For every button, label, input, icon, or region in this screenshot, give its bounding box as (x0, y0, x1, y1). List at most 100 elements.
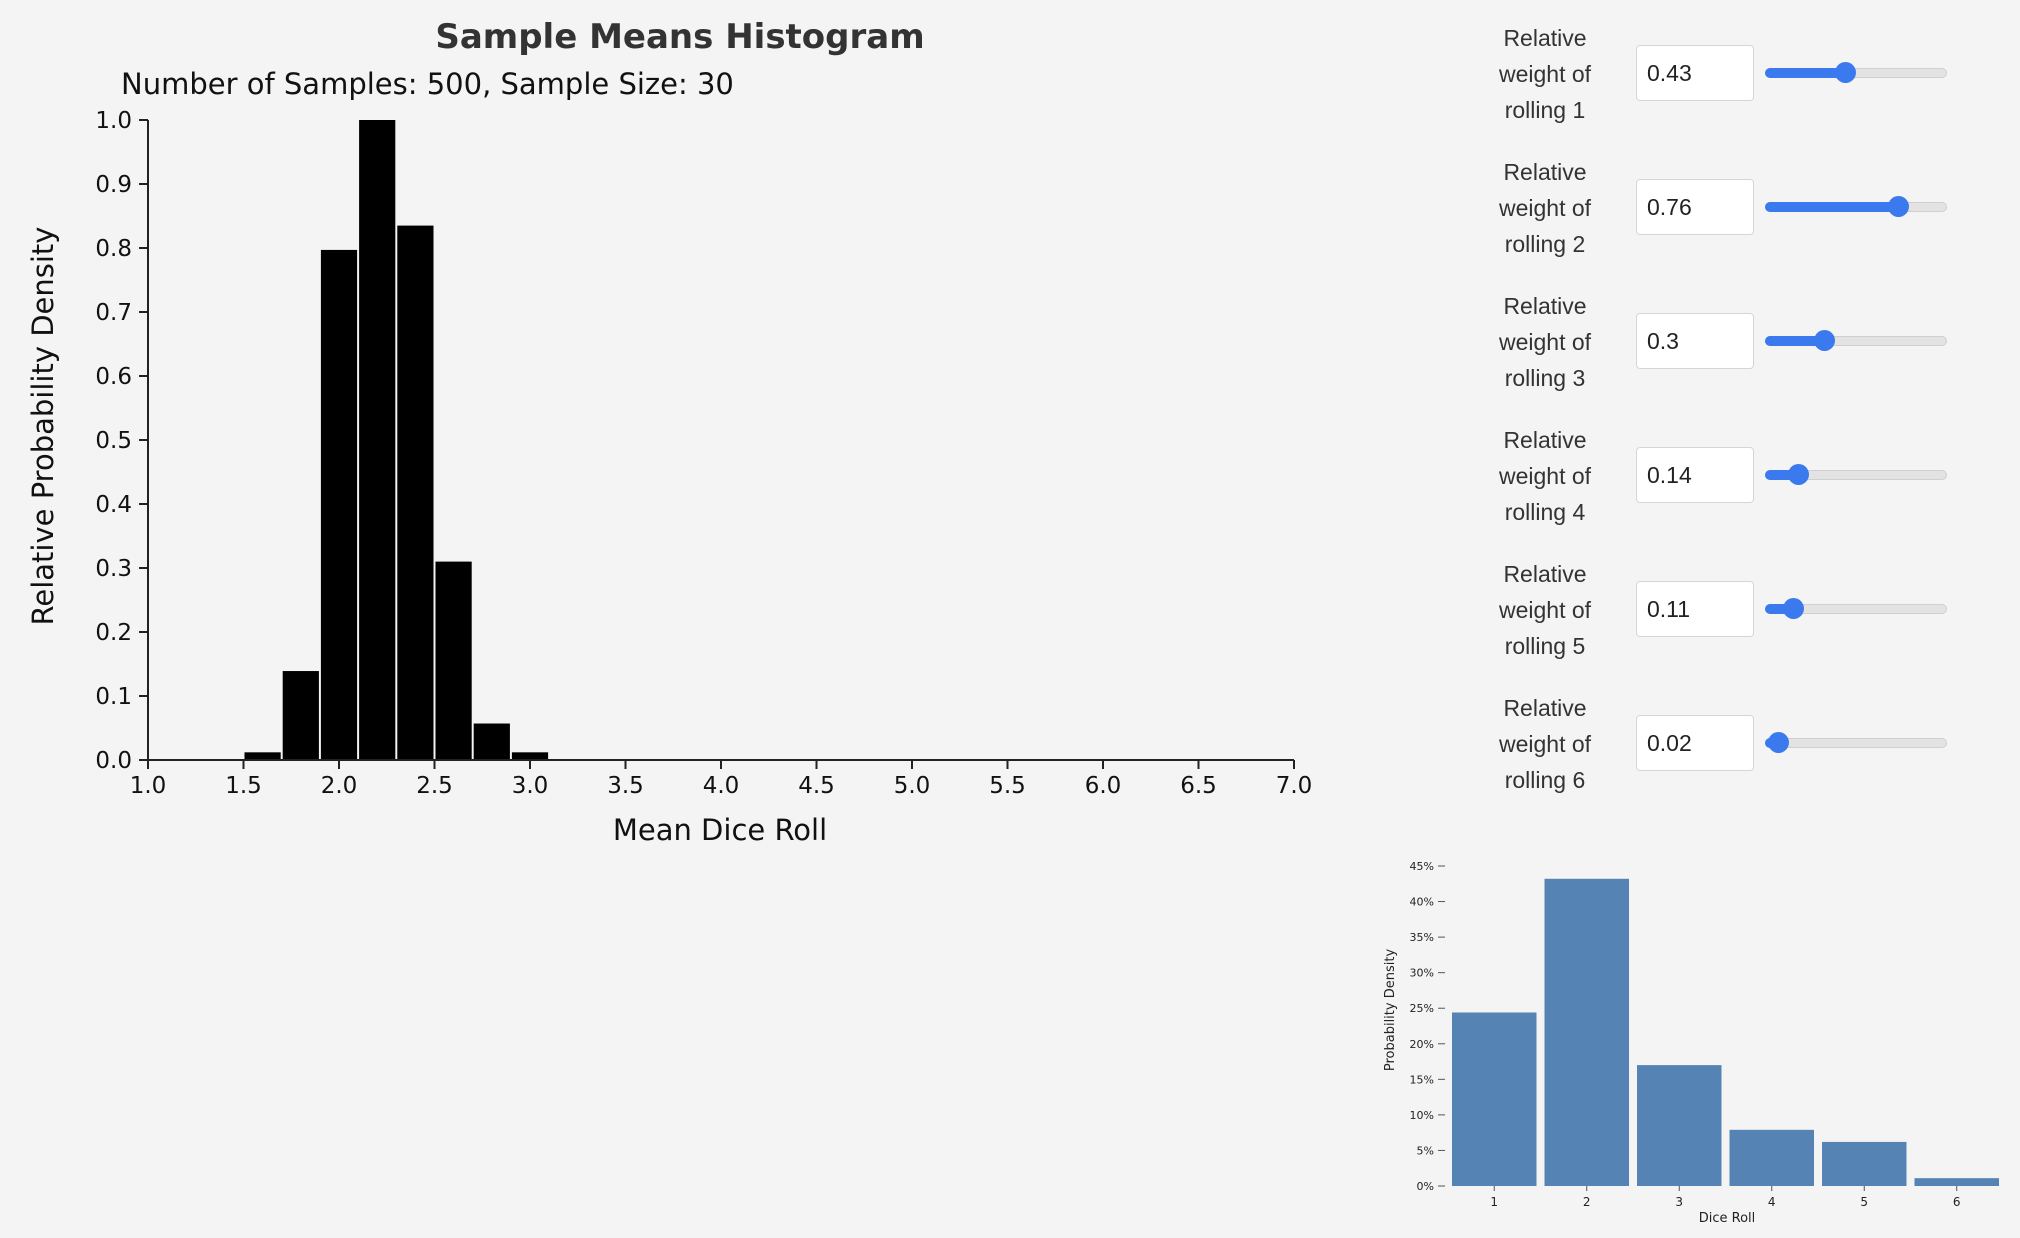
y-tick-label: 0.0 (95, 748, 132, 774)
y-tick-label: 0.5 (95, 428, 132, 454)
dice-distribution-chart: 1 2 3 4 5 6 0% 5% 10% 15% 20% 25% 30% 35% 40% 45% Dice … (1383, 860, 1999, 1226)
weight-slider-4[interactable] (1765, 464, 1947, 485)
weight-row-1: Relative weight of rolling 1 (1440, 18, 2000, 152)
slider-track (1765, 738, 1947, 748)
x-tick-label: 6 (1953, 1195, 1961, 1209)
x-tick-label: 5.0 (894, 773, 931, 799)
y-tick-label: 0.4 (95, 492, 132, 518)
slider-thumb[interactable] (1888, 196, 1910, 217)
weight-input-6[interactable] (1636, 715, 1754, 771)
weight-row-4: Relative weight of rolling 4 (1440, 420, 2000, 554)
weight-slider-2[interactable] (1765, 196, 1947, 217)
slider-thumb[interactable] (1834, 62, 1856, 83)
y-tick-label: 5% (1417, 1144, 1434, 1157)
weight-input-4[interactable] (1636, 447, 1754, 503)
weight-row-3: Relative weight of rolling 3 (1440, 286, 2000, 420)
weight-label-5: Relative weight of rolling 5 (1498, 561, 1592, 659)
distribution-bar (1914, 1178, 1999, 1186)
histogram-x-axis-label: Mean Dice Roll (613, 813, 827, 847)
x-tick-label: 2.5 (416, 773, 453, 799)
y-tick-label: 25% (1410, 1002, 1434, 1015)
slider-fill (1765, 68, 1845, 78)
histogram-bar (320, 249, 358, 761)
slider-thumb[interactable] (1782, 598, 1804, 619)
weight-label-3: Relative weight of rolling 3 (1498, 293, 1592, 391)
histogram-bar (435, 561, 472, 760)
y-tick-label: 0.1 (95, 684, 132, 710)
histogram-title: Sample Means Histogram (435, 17, 924, 57)
weight-slider-5[interactable] (1765, 598, 1947, 619)
weight-label-6: Relative weight of rolling 6 (1498, 695, 1592, 793)
x-tick-label: 5 (1860, 1195, 1868, 1209)
x-tick-label: 4.5 (798, 773, 835, 799)
weight-slider-6[interactable] (1765, 732, 1947, 753)
weight-label-4: Relative weight of rolling 4 (1498, 427, 1592, 525)
slider-fill (1765, 336, 1824, 346)
slider-fill (1765, 604, 1793, 614)
sample-means-histogram: Sample Means Histogram Number of Samples… (26, 17, 1312, 847)
distribution-bar (1452, 1012, 1537, 1186)
histogram-bar (282, 671, 319, 760)
weight-input-2[interactable] (1636, 179, 1754, 235)
y-tick-label: 0.7 (95, 300, 132, 326)
slider-thumb[interactable] (1768, 732, 1790, 753)
slider-fill (1765, 202, 1899, 212)
x-tick-label: 2 (1583, 1195, 1591, 1209)
y-tick-label: 45% (1410, 860, 1434, 873)
weight-controls: Relative weight of rolling 1 Relative we… (1440, 18, 2000, 822)
x-tick-label: 3.0 (512, 773, 549, 799)
distribution-bar (1729, 1129, 1814, 1186)
histogram-bar (359, 120, 396, 760)
histogram-bars (244, 120, 549, 761)
histogram-bar (473, 723, 510, 760)
distribution-bar (1822, 1141, 1907, 1186)
x-tick-label: 1.0 (130, 773, 167, 799)
y-tick-label: 0.3 (95, 556, 132, 582)
y-tick-label: 20% (1410, 1038, 1434, 1051)
histogram-y-axis-label: Relative Probability Density (26, 227, 60, 626)
distribution-axes: 1 2 3 4 5 6 0% 5% 10% 15% 20% 25% 30% 35% 40% 45% (1410, 860, 1961, 1209)
y-tick-label: 0.8 (95, 236, 132, 262)
y-tick-label: 0.9 (95, 172, 132, 198)
weight-row-6: Relative weight of rolling 6 (1440, 688, 2000, 822)
histogram-bar (397, 225, 434, 761)
histogram-subtitle: Number of Samples: 500, Sample Size: 30 (121, 67, 734, 101)
distribution-y-axis-label: Probability Density (1383, 949, 1398, 1072)
weight-input-1[interactable] (1636, 45, 1754, 101)
x-tick-label: 6.5 (1180, 773, 1217, 799)
x-tick-label: 1.5 (225, 773, 262, 799)
weight-row-2: Relative weight of rolling 2 (1440, 152, 2000, 286)
y-tick-label: 1.0 (95, 108, 132, 134)
distribution-x-axis-label: Dice Roll (1699, 1211, 1756, 1226)
x-tick-label: 2.0 (321, 773, 358, 799)
slider-fill (1765, 470, 1798, 480)
slider-thumb[interactable] (1787, 464, 1809, 485)
y-tick-label: 0.2 (95, 620, 132, 646)
x-tick-label: 3.5 (607, 773, 644, 799)
y-tick-label: 30% (1410, 967, 1434, 980)
weight-slider-3[interactable] (1765, 330, 1947, 351)
y-tick-label: 10% (1410, 1109, 1434, 1122)
x-tick-label: 4 (1768, 1195, 1776, 1209)
histogram-bar (511, 752, 549, 760)
x-tick-label: 6.0 (1085, 773, 1122, 799)
x-tick-label: 4.0 (703, 773, 740, 799)
x-tick-label: 5.5 (989, 773, 1026, 799)
weight-row-5: Relative weight of rolling 5 (1440, 554, 2000, 688)
histogram-axes: 1.0 1.5 2.0 2.5 3.0 3.5 4.0 4.5 5.0 5.5 6.0 6.5 7.0 0… (95, 108, 1312, 799)
y-tick-label: 35% (1410, 931, 1434, 944)
x-tick-label: 7.0 (1276, 773, 1313, 799)
slider-thumb[interactable] (1813, 330, 1835, 351)
weight-input-5[interactable] (1636, 581, 1754, 637)
weight-input-3[interactable] (1636, 313, 1754, 369)
distribution-bars (1452, 878, 1999, 1186)
y-tick-label: 0.6 (95, 364, 132, 390)
x-tick-label: 3 (1675, 1195, 1683, 1209)
distribution-bar (1544, 878, 1629, 1186)
y-tick-label: 0% (1417, 1180, 1434, 1193)
x-tick-label: 1 (1490, 1195, 1498, 1209)
weight-label-2: Relative weight of rolling 2 (1498, 159, 1592, 257)
weight-slider-1[interactable] (1765, 62, 1947, 83)
weight-label-1: Relative weight of rolling 1 (1498, 25, 1592, 123)
y-tick-label: 40% (1410, 896, 1434, 909)
